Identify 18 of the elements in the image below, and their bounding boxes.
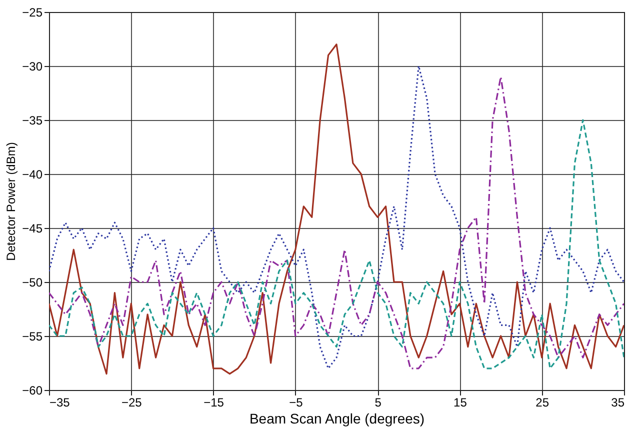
y-tick-label: −35 <box>22 114 43 128</box>
x-tick-label: 25 <box>536 396 550 410</box>
x-tick-label: 15 <box>454 396 468 410</box>
x-tick-label: 35 <box>611 396 625 410</box>
x-tick-label: −25 <box>121 396 142 410</box>
x-tick-label: 5 <box>374 396 382 410</box>
y-tick-label: −25 <box>22 6 43 20</box>
y-axis-title: Detector Power (dBm) <box>4 142 18 261</box>
y-tick-label: −55 <box>22 330 43 344</box>
x-tick-label: −15 <box>204 396 224 410</box>
x-tick-label: −5 <box>289 396 304 410</box>
y-tick-label: −40 <box>22 168 43 182</box>
y-tick-label: −45 <box>22 222 43 236</box>
x-tick-label: −35 <box>50 396 70 410</box>
y-tick-label: −50 <box>22 276 43 290</box>
y-tick-label: −30 <box>22 60 43 74</box>
y-tick-label: −60 <box>22 384 43 398</box>
x-axis-title: Beam Scan Angle (degrees) <box>249 410 425 426</box>
